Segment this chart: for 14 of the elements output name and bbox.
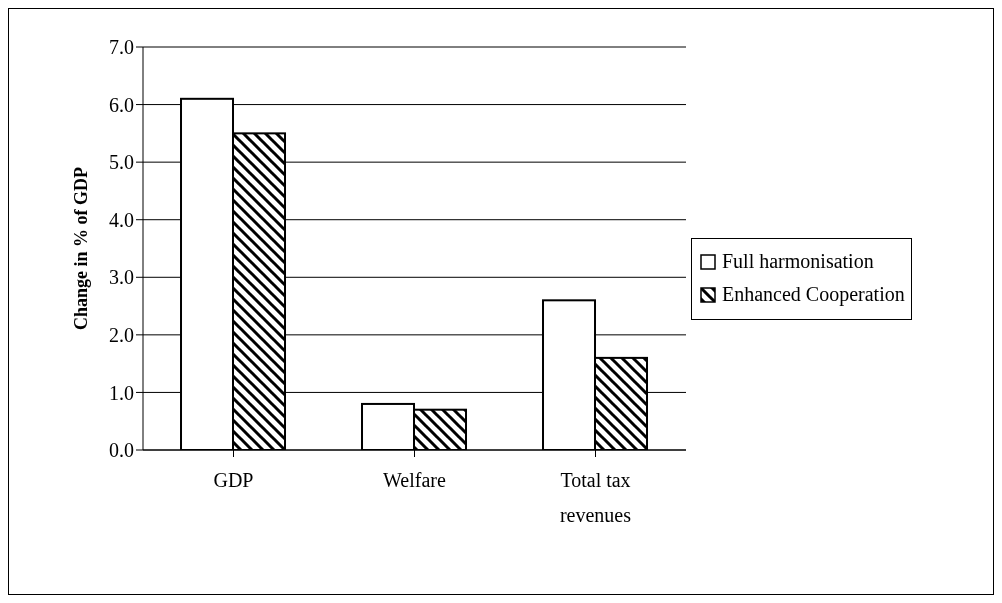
y-tick-label: 1.0 bbox=[109, 381, 134, 404]
y-tick-label: 5.0 bbox=[109, 151, 134, 174]
y-tick-label: 7.0 bbox=[109, 36, 134, 59]
y-tick-label: 6.0 bbox=[109, 93, 134, 116]
x-tick-label: Total tax revenues bbox=[559, 469, 632, 527]
x-tick-label: GDP bbox=[213, 469, 254, 492]
y-tick-label: 2.0 bbox=[109, 323, 134, 346]
y-axis-title: Change in % of GDP bbox=[71, 166, 92, 331]
y-tick-label: 4.0 bbox=[109, 208, 134, 231]
text: Full harmonisation bbox=[722, 249, 874, 274]
y-tick-label: 0.0 bbox=[109, 439, 134, 462]
x-tick-label: Welfare bbox=[383, 469, 447, 492]
text: Enhanced Cooperation bbox=[722, 282, 905, 308]
y-tick-label: 3.0 bbox=[109, 266, 134, 289]
